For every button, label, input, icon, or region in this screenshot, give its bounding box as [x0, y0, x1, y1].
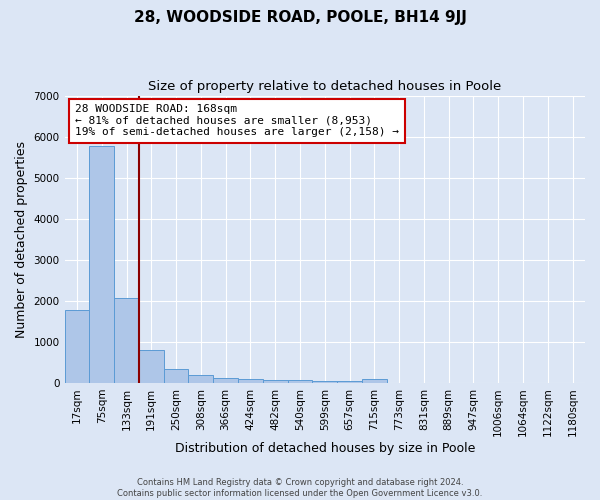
Bar [362, 378, 387, 383]
Text: 28, WOODSIDE ROAD, POOLE, BH14 9JJ: 28, WOODSIDE ROAD, POOLE, BH14 9JJ [134, 10, 466, 25]
X-axis label: Distribution of detached houses by size in Poole: Distribution of detached houses by size … [175, 442, 475, 455]
Bar [213, 378, 238, 383]
Bar [114, 298, 139, 383]
Bar [164, 369, 188, 383]
Bar [287, 380, 313, 383]
Bar [263, 380, 287, 383]
Bar [188, 374, 213, 383]
Bar [238, 378, 263, 383]
Text: 28 WOODSIDE ROAD: 168sqm
← 81% of detached houses are smaller (8,953)
19% of sem: 28 WOODSIDE ROAD: 168sqm ← 81% of detach… [75, 104, 399, 138]
Bar [139, 350, 164, 383]
Text: Contains HM Land Registry data © Crown copyright and database right 2024.
Contai: Contains HM Land Registry data © Crown c… [118, 478, 482, 498]
Bar [313, 381, 337, 383]
Bar [89, 146, 114, 383]
Bar [65, 310, 89, 383]
Bar [337, 381, 362, 383]
Title: Size of property relative to detached houses in Poole: Size of property relative to detached ho… [148, 80, 502, 93]
Y-axis label: Number of detached properties: Number of detached properties [15, 140, 28, 338]
